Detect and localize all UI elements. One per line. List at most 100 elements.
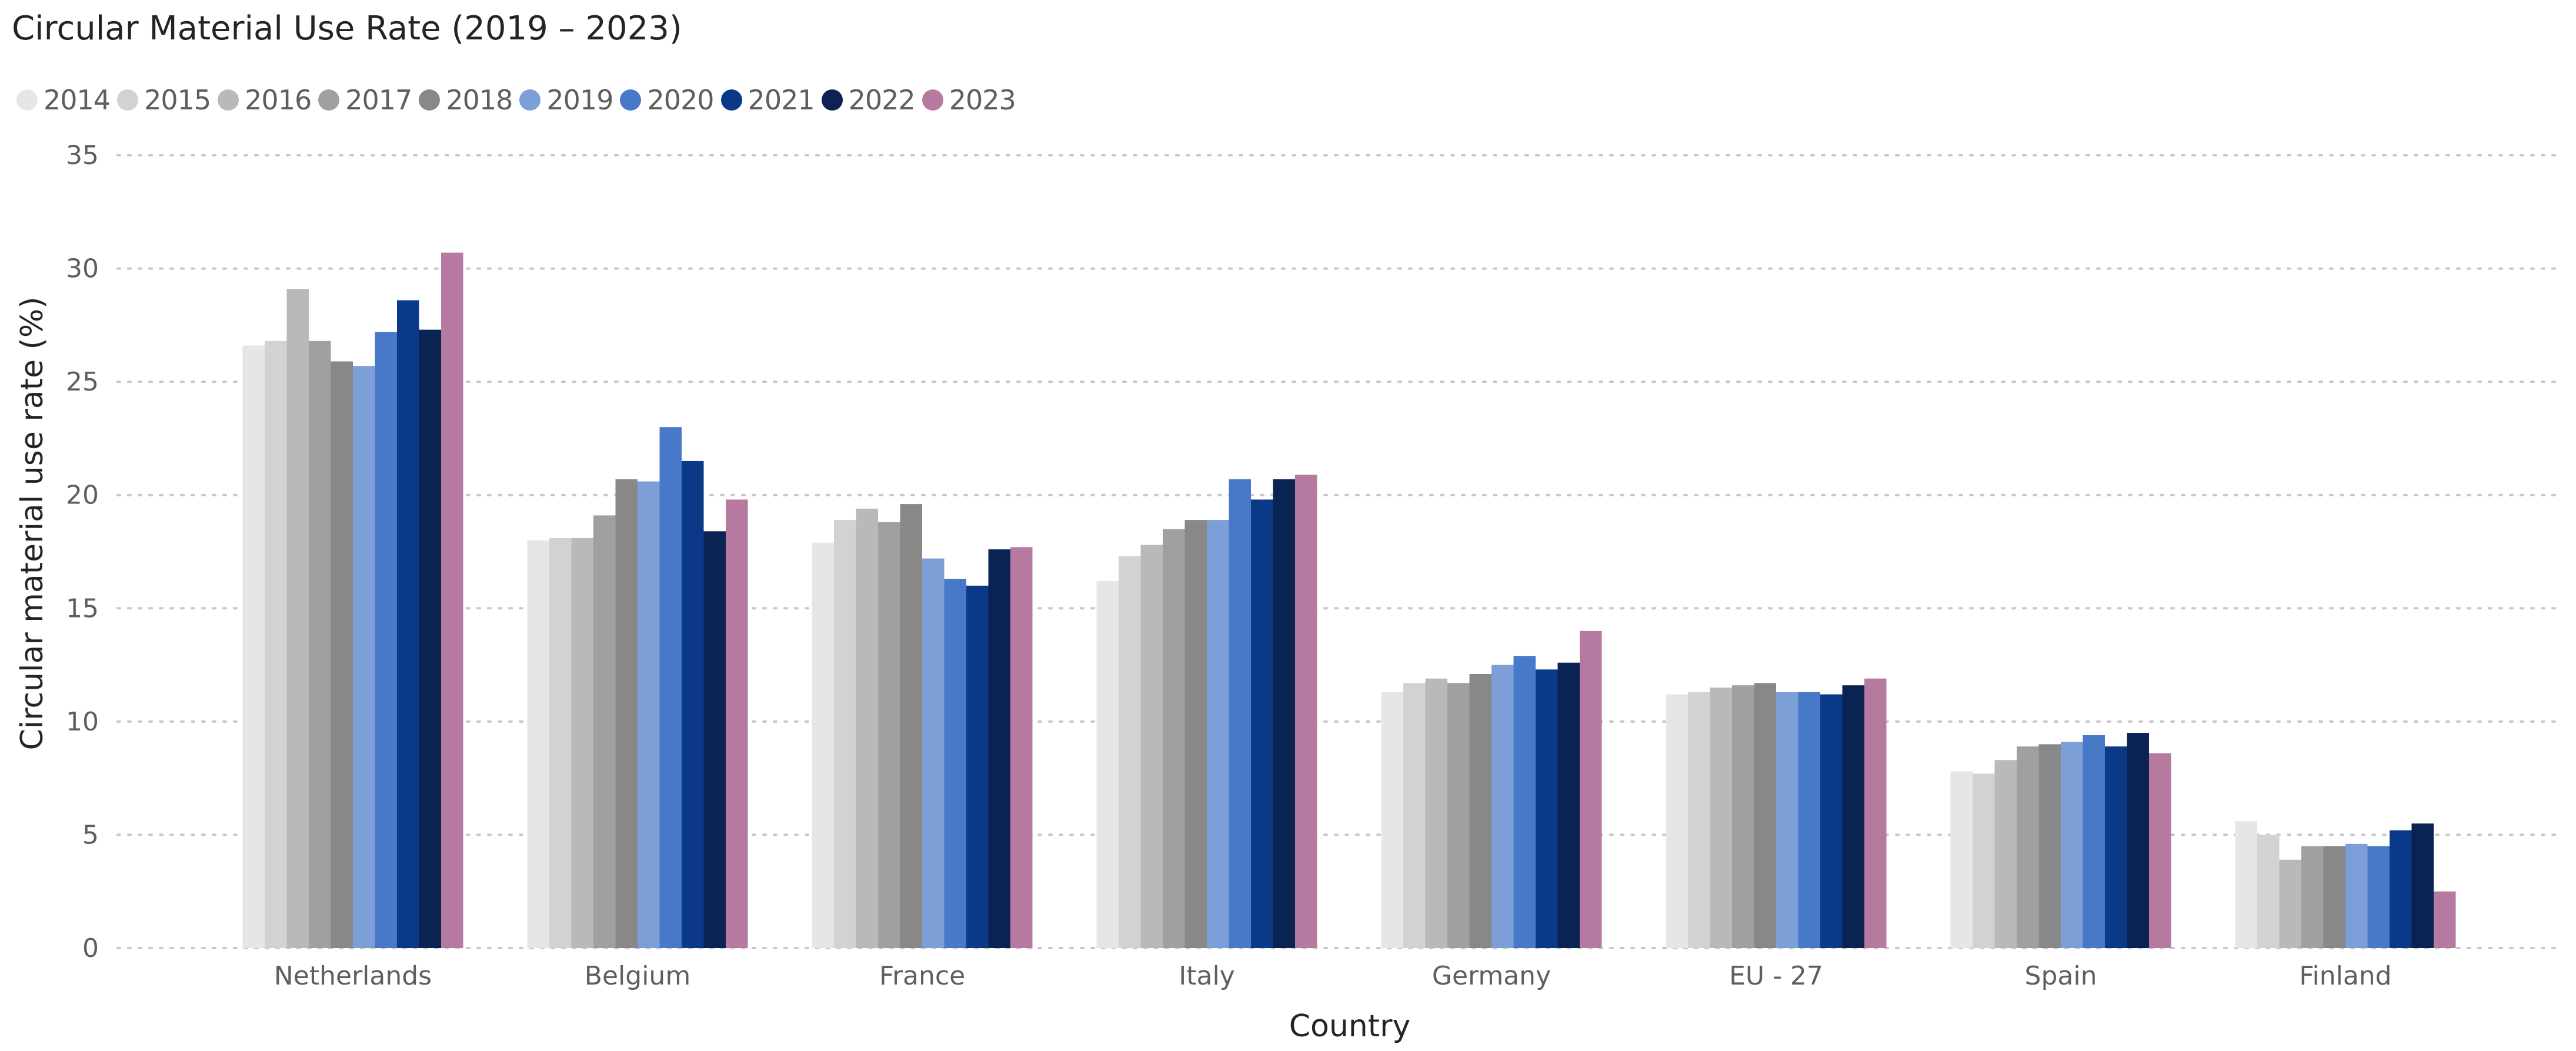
bar-2023-germany[interactable]: [1580, 630, 1602, 948]
bar-2014-eu-27[interactable]: [1666, 694, 1689, 948]
bar-2016-italy[interactable]: [1140, 545, 1163, 948]
bar-2020-finland[interactable]: [2367, 846, 2390, 948]
bar-2023-netherlands[interactable]: [441, 252, 463, 949]
bar-2020-spain[interactable]: [2083, 735, 2105, 948]
bar-2019-germany[interactable]: [1491, 665, 1514, 948]
legend-item-2018[interactable]: 2018: [419, 84, 513, 116]
bar-2019-eu-27[interactable]: [1776, 692, 1798, 948]
bar-2022-germany[interactable]: [1557, 662, 1580, 948]
legend-item-2023[interactable]: 2023: [922, 84, 1016, 116]
bar-2022-italy[interactable]: [1273, 479, 1296, 948]
bar-2021-netherlands[interactable]: [397, 300, 419, 949]
bar-2022-belgium[interactable]: [703, 531, 726, 948]
bar-2021-finland[interactable]: [2390, 830, 2412, 948]
legend-item-2016[interactable]: 2016: [218, 84, 312, 116]
bar-2020-germany[interactable]: [1513, 656, 1536, 948]
bar-2021-italy[interactable]: [1251, 499, 1273, 948]
bar-2018-eu-27[interactable]: [1754, 683, 1777, 948]
y-axis-title: Circular material use rate (%): [15, 296, 50, 750]
bar-2020-eu-27[interactable]: [1798, 692, 1821, 948]
bar-2014-france[interactable]: [812, 542, 835, 948]
bar-2022-spain[interactable]: [2127, 733, 2150, 948]
bar-2019-netherlands[interactable]: [353, 366, 375, 948]
bar-2017-italy[interactable]: [1163, 529, 1185, 949]
legend-item-2015[interactable]: 2015: [117, 84, 211, 116]
bar-2016-france[interactable]: [856, 508, 879, 948]
bar-2015-italy[interactable]: [1119, 556, 1141, 948]
bar-2016-eu-27[interactable]: [1710, 688, 1733, 948]
bar-2015-germany[interactable]: [1403, 683, 1426, 948]
bar-2022-eu-27[interactable]: [1842, 685, 1865, 948]
bar-2023-spain[interactable]: [2149, 753, 2171, 948]
bar-2015-spain[interactable]: [1973, 773, 1995, 948]
bar-2023-italy[interactable]: [1295, 475, 1317, 948]
bar-2017-germany[interactable]: [1447, 683, 1470, 948]
legend-item-2021[interactable]: 2021: [720, 84, 815, 116]
bar-2018-belgium[interactable]: [615, 479, 638, 948]
bar-2023-finland[interactable]: [2434, 891, 2456, 948]
bar-2017-netherlands[interactable]: [309, 341, 331, 948]
bar-2014-spain[interactable]: [1950, 771, 1973, 948]
bar-2019-belgium[interactable]: [638, 481, 660, 948]
bar-2020-italy[interactable]: [1229, 479, 1252, 948]
bar-2020-france[interactable]: [944, 579, 967, 948]
bar-2020-belgium[interactable]: [659, 427, 682, 948]
bar-2018-finland[interactable]: [2323, 846, 2346, 948]
bar-2014-italy[interactable]: [1096, 581, 1119, 948]
bar-2019-italy[interactable]: [1207, 520, 1229, 948]
bar-2019-france[interactable]: [922, 558, 945, 948]
bar-2016-finland[interactable]: [2279, 859, 2302, 948]
legend-item-2019[interactable]: 2019: [519, 84, 613, 116]
legend-item-2017[interactable]: 2017: [318, 84, 412, 116]
bar-2016-spain[interactable]: [1994, 760, 2017, 948]
legend-swatch: [519, 89, 541, 111]
bar-2015-eu-27[interactable]: [1688, 692, 1710, 948]
legend-swatch: [620, 89, 642, 111]
bar-2023-eu-27[interactable]: [1864, 678, 1887, 948]
bar-2019-finland[interactable]: [2345, 843, 2368, 948]
legend-label: 2017: [345, 84, 412, 116]
bar-2015-belgium[interactable]: [549, 538, 572, 948]
bar-2017-finland[interactable]: [2301, 846, 2324, 948]
bar-2016-germany[interactable]: [1425, 678, 1448, 948]
bar-2021-france[interactable]: [966, 585, 989, 948]
bar-2014-finland[interactable]: [2235, 821, 2258, 948]
bar-2015-netherlands[interactable]: [265, 341, 287, 948]
x-tick-label: Belgium: [585, 961, 690, 991]
bar-2018-germany[interactable]: [1469, 674, 1492, 948]
x-tick-label: Finland: [2299, 961, 2391, 991]
bar-2015-finland[interactable]: [2257, 835, 2280, 948]
bar-2018-italy[interactable]: [1184, 520, 1207, 948]
bar-2019-spain[interactable]: [2061, 742, 2083, 949]
bar-2023-belgium[interactable]: [726, 499, 748, 948]
bar-2017-spain[interactable]: [2017, 746, 2039, 948]
bar-2018-spain[interactable]: [2038, 744, 2061, 948]
bar-2017-france[interactable]: [878, 522, 900, 948]
bar-2022-finland[interactable]: [2411, 823, 2434, 948]
bar-2022-netherlands[interactable]: [419, 329, 442, 948]
bar-2016-netherlands[interactable]: [286, 289, 309, 949]
y-tick-label: 30: [66, 254, 99, 284]
bar-2021-eu-27[interactable]: [1820, 694, 1843, 948]
bar-2017-belgium[interactable]: [593, 515, 616, 948]
bar-2017-eu-27[interactable]: [1732, 685, 1754, 948]
bar-2018-france[interactable]: [900, 504, 923, 948]
legend-item-2014[interactable]: 2014: [16, 84, 111, 116]
bar-2014-netherlands[interactable]: [242, 345, 265, 949]
bar-2021-spain[interactable]: [2105, 746, 2127, 948]
bar-2015-france[interactable]: [834, 520, 856, 948]
bar-2022-france[interactable]: [988, 549, 1011, 948]
bar-2021-belgium[interactable]: [682, 461, 704, 948]
bar-2021-germany[interactable]: [1536, 669, 1558, 948]
legend-label: 2021: [748, 84, 815, 116]
bar-2018-netherlands[interactable]: [331, 361, 353, 949]
x-tick-label: Spain: [2025, 961, 2097, 991]
bar-2020-netherlands[interactable]: [375, 332, 398, 948]
bar-2023-france[interactable]: [1010, 547, 1033, 948]
legend-item-2022[interactable]: 2022: [821, 84, 916, 116]
legend-item-2020[interactable]: 2020: [620, 84, 715, 116]
bar-2014-germany[interactable]: [1381, 692, 1404, 948]
bar-2016-belgium[interactable]: [571, 538, 594, 948]
bar-2014-belgium[interactable]: [527, 540, 550, 948]
